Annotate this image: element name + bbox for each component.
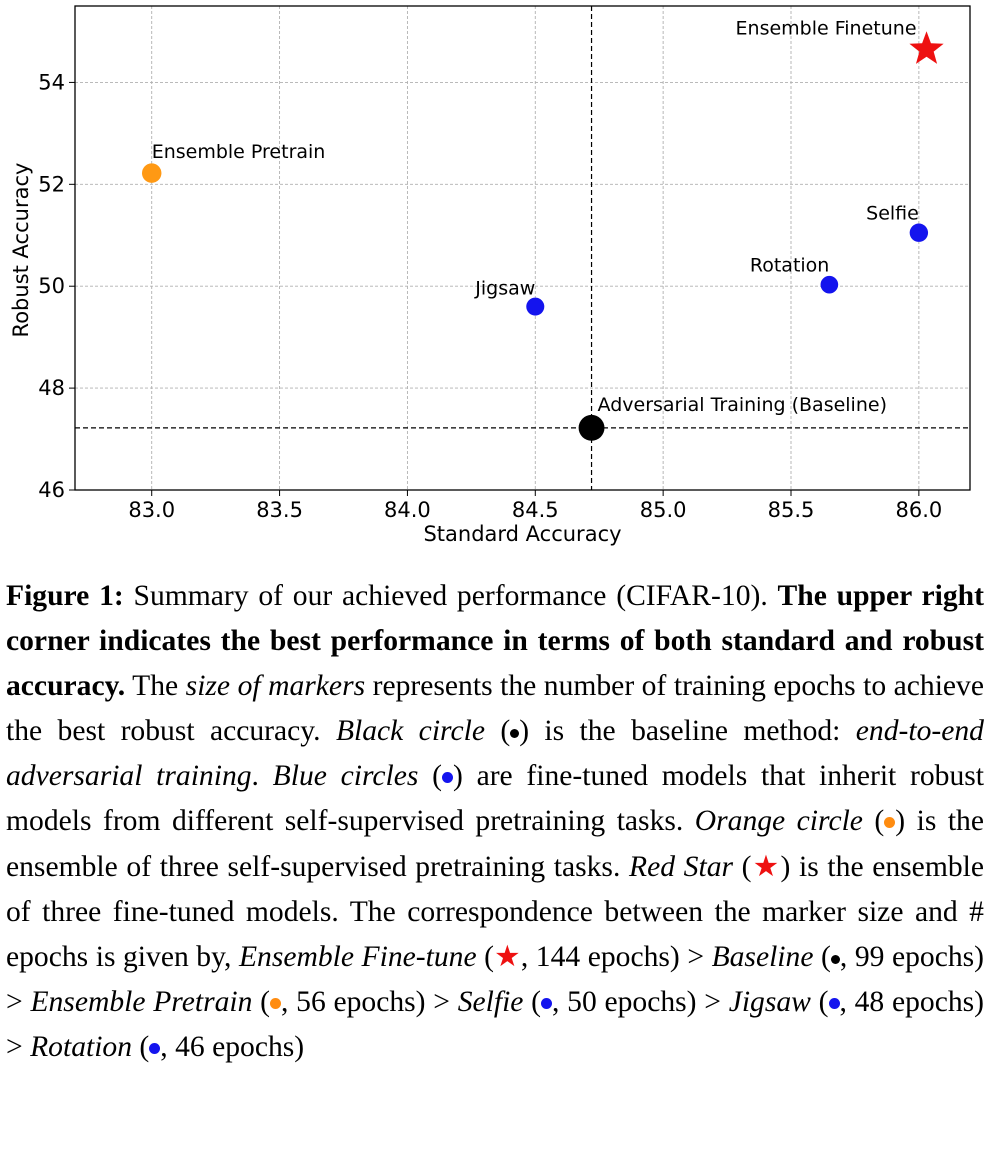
- x-tick-label: 84.0: [384, 498, 431, 522]
- x-tick-label: 85.5: [768, 498, 815, 522]
- caption-emph: Blue circles: [272, 760, 419, 793]
- caption-emph: Baseline: [711, 940, 814, 973]
- caption-text: , 46 epochs): [160, 1030, 305, 1063]
- caption-code: marker size: [762, 895, 904, 928]
- point-label-ensemble-finetune: Ensemble Finetune: [736, 17, 917, 39]
- caption-text: represents the number of training epochs…: [6, 670, 984, 748]
- caption-emph: Ensemble Fine-tune: [238, 940, 477, 973]
- y-tick-label: 46: [38, 478, 65, 502]
- point-rotation: [820, 275, 839, 294]
- caption-emph: size of markers: [185, 670, 366, 703]
- orange-circle-icon: [884, 817, 896, 829]
- caption-text: is the baseline method:: [544, 715, 841, 748]
- caption-emph: Black circle: [335, 715, 485, 748]
- point-label-selfie: Selfie: [866, 203, 919, 225]
- caption-emph: Red Star: [629, 850, 734, 883]
- point-adversarial-training-baseline: [578, 414, 605, 441]
- reference-lines: [75, 6, 970, 490]
- black-circle-icon: [510, 729, 520, 739]
- caption-emph: Rotation: [30, 1030, 133, 1063]
- caption-summary: Summary of our achieved performance (CIF…: [133, 580, 768, 612]
- caption-text: are fine-tuned models that inherit robus…: [6, 760, 984, 838]
- blue-circle-icon: [828, 997, 840, 1009]
- data-points: Ensemble Finetune Ensemble Pretrain Selfie…: [141, 17, 944, 441]
- grid: [75, 6, 970, 491]
- point-ensemble-pretrain: [141, 163, 162, 183]
- blue-circle-icon: [441, 772, 453, 784]
- point-label-adversarial-training-baseline: Adversarial Training (Baseline): [598, 394, 887, 416]
- y-axis-label: Robust Accuracy: [9, 163, 33, 338]
- y-tick-label: 50: [38, 274, 65, 298]
- black-circle-icon: [830, 954, 840, 964]
- point-label-ensemble-pretrain: Ensemble Pretrain: [152, 141, 326, 163]
- point-jigsaw: [526, 297, 545, 316]
- x-tick-label: 85.0: [640, 498, 687, 522]
- caption-text: , 50 epochs): [552, 985, 697, 1018]
- x-tick-label: 83.5: [256, 498, 303, 522]
- figure-caption: Figure 1: Summary of our achieved perfor…: [6, 580, 985, 1063]
- orange-circle-icon: [270, 997, 282, 1009]
- x-tick-label: 84.5: [512, 498, 559, 522]
- x-tick-label: 83.0: [128, 498, 175, 522]
- caption-text: is the ensemble of three fine-tuned mode…: [6, 850, 984, 928]
- y-tick-label: 48: [38, 376, 65, 400]
- caption-emph: end-to-end adversarial training: [6, 715, 984, 793]
- y-tick-label: 54: [38, 70, 65, 94]
- point-selfie: [909, 223, 929, 242]
- plot-frame: [74, 5, 971, 491]
- blue-circle-icon: [541, 997, 553, 1009]
- caption-highlight: The upper right corner indicates the bes…: [6, 580, 984, 703]
- caption-emph: Orange circle: [694, 805, 863, 838]
- point-label-jigsaw: Jigsaw: [474, 278, 535, 300]
- caption-text: , 48 epochs): [839, 985, 985, 1018]
- y-tick-label: 52: [38, 172, 65, 196]
- ticks: 83.0 83.5 84.0 84.5 85.0 85.5 86.0 46 48 50 52 54: [38, 70, 942, 522]
- caption-text: The correspondence between the: [349, 895, 751, 928]
- scatter-chart: 83.0 83.5 84.0 84.5 85.0 85.5 86.0 46 48 50 52 54 E…: [9, 5, 971, 546]
- caption-text: , 56 epochs): [281, 985, 426, 1018]
- caption-text: , 144 epochs): [520, 940, 680, 973]
- caption-text: The: [132, 670, 179, 703]
- red-star-icon: ★: [751, 850, 781, 883]
- blue-circle-icon: [149, 1042, 161, 1054]
- figure-label: Figure 1:: [6, 580, 124, 612]
- x-tick-label: 86.0: [895, 498, 942, 522]
- x-axis-label: Standard Accuracy: [423, 522, 621, 546]
- caption-emph: Ensemble Pretrain: [30, 985, 253, 1018]
- caption-emph: Jigsaw: [728, 985, 811, 1018]
- point-ensemble-finetune-star: [909, 31, 944, 64]
- red-star-icon: ★: [494, 940, 521, 973]
- caption-emph: Selfie: [457, 985, 524, 1018]
- point-label-rotation: Rotation: [750, 255, 829, 277]
- caption-text: and # epochs is given by,: [6, 895, 984, 973]
- caption-text: , 99 epochs): [839, 940, 984, 973]
- caption-text: is the ensemble of three self-supervised…: [6, 805, 984, 883]
